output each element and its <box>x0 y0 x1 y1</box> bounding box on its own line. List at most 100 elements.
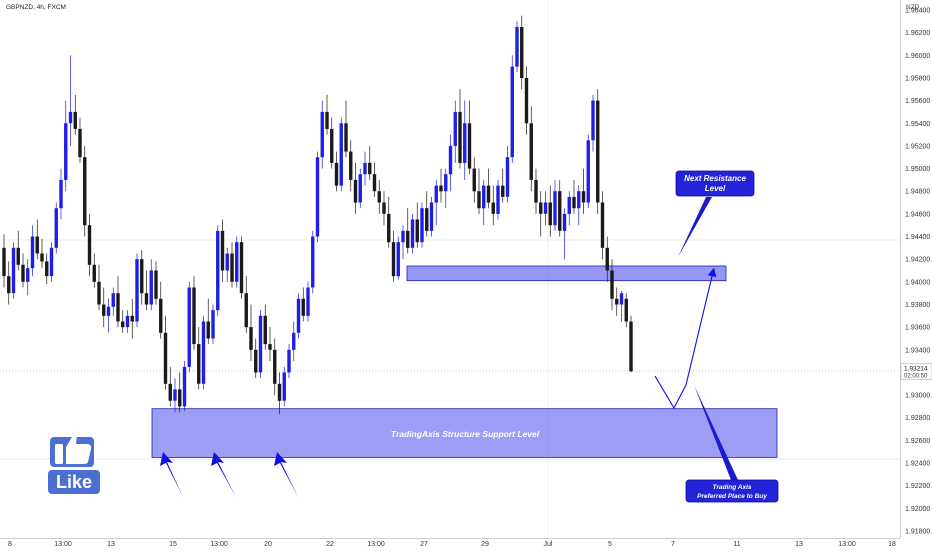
candle <box>168 366 172 407</box>
resistance-callout-pointer <box>678 197 712 257</box>
candle-body <box>296 298 301 333</box>
candle <box>258 310 263 379</box>
candle-body <box>458 111 462 163</box>
candle-body <box>163 332 168 384</box>
candle-body <box>434 185 438 203</box>
candle-body <box>197 344 201 384</box>
candle-body <box>92 264 96 282</box>
candle-body <box>596 100 600 203</box>
candle-body <box>125 315 130 328</box>
candles <box>2 15 633 415</box>
resistance-zone-group <box>406 265 727 282</box>
candle-body <box>111 293 115 307</box>
candle <box>182 361 187 411</box>
candle <box>515 21 519 73</box>
candle <box>282 366 286 407</box>
candle <box>586 134 590 209</box>
candle <box>45 253 49 285</box>
candle-body <box>216 230 220 311</box>
candle <box>472 157 476 203</box>
candle <box>406 208 410 254</box>
candle <box>496 179 500 220</box>
candle <box>334 151 339 192</box>
candle-body <box>377 191 381 203</box>
candle <box>159 281 163 339</box>
candle <box>501 168 505 203</box>
candle <box>349 140 353 192</box>
candle <box>102 287 106 328</box>
candle-body <box>482 185 486 209</box>
candle <box>35 219 39 260</box>
candle-body <box>472 168 476 192</box>
y-tick-label: 1.92200 <box>905 483 930 490</box>
x-tick-label: 15 <box>169 541 177 548</box>
candle-body <box>562 213 567 231</box>
candle <box>92 253 96 288</box>
countdown-value: 02:00:50 <box>904 373 928 379</box>
candle-body <box>496 185 500 214</box>
candle-body <box>406 230 410 248</box>
x-tick-label: 11 <box>733 541 740 548</box>
candle-body <box>548 202 552 226</box>
candle-body <box>448 145 453 175</box>
candle-body <box>363 162 367 175</box>
candle-body <box>387 213 391 243</box>
candle-body <box>372 174 377 192</box>
candle-body <box>273 349 277 384</box>
candle-body <box>610 270 614 299</box>
candle-body <box>116 293 120 322</box>
candle <box>567 191 571 226</box>
candle <box>78 117 82 163</box>
x-tick-label: 27 <box>420 541 428 548</box>
support-zone <box>151 408 778 458</box>
candle <box>311 230 315 294</box>
x-tick-label: 13:00 <box>838 541 856 548</box>
candle <box>372 162 377 197</box>
candle-body <box>301 298 305 316</box>
candle-body <box>220 230 225 271</box>
candle-body <box>102 304 106 316</box>
candle <box>524 66 529 135</box>
candle <box>629 315 633 373</box>
candle-body <box>629 321 633 372</box>
candle-body <box>505 157 510 197</box>
candle <box>396 236 400 280</box>
candle-body <box>600 202 605 248</box>
candle <box>54 202 58 254</box>
buy-callout: Trading Axis Preferred Place to Buy <box>685 479 779 503</box>
candle <box>216 225 220 316</box>
candle <box>363 151 367 186</box>
candle-body <box>581 191 586 203</box>
candle-body <box>420 208 424 243</box>
candle-body <box>605 247 609 271</box>
candle-body <box>277 383 282 401</box>
y-tick-label: 1.95800 <box>905 76 930 83</box>
candle <box>548 185 552 237</box>
buy-label-line1: Trading Axis <box>712 484 751 491</box>
resistance-callout: Next Resistance Level <box>675 170 755 197</box>
candle-body <box>515 27 519 67</box>
thumbs-up-icon <box>50 433 94 467</box>
y-tick-label: 1.94400 <box>905 234 930 241</box>
candle <box>40 238 44 269</box>
x-tick-label: 13:00 <box>367 541 385 548</box>
candle-body <box>244 293 248 328</box>
candle <box>553 179 557 231</box>
candle <box>562 208 567 260</box>
y-tick-label: 1.96400 <box>905 8 930 15</box>
candle <box>49 242 54 282</box>
x-tick-label: 8 <box>8 541 12 548</box>
candle-body <box>410 219 415 248</box>
candle <box>273 338 277 396</box>
candle <box>2 234 6 288</box>
candle-body <box>491 202 495 214</box>
candle-body <box>368 162 372 175</box>
candle <box>520 15 524 90</box>
candle-body <box>349 151 353 180</box>
candle <box>116 276 120 328</box>
candle <box>358 168 362 209</box>
candle <box>572 179 576 214</box>
candle <box>615 287 619 316</box>
